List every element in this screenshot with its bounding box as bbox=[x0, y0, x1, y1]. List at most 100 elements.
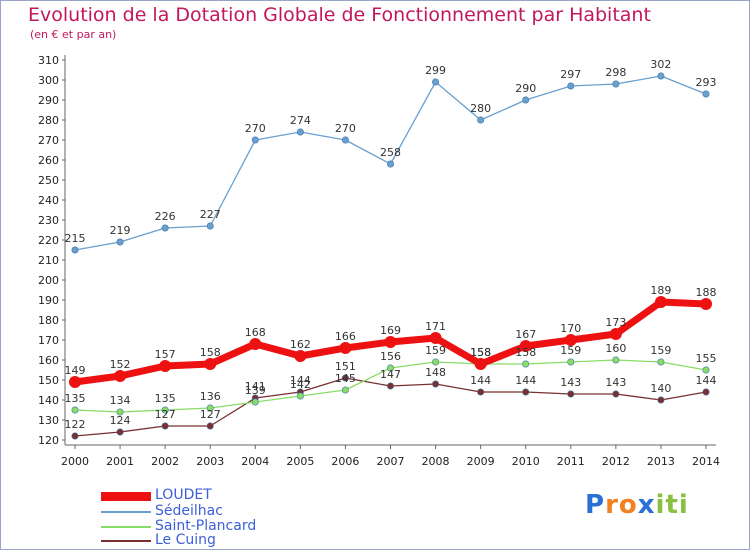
legend-label: Le Cuing bbox=[155, 532, 216, 548]
data-point bbox=[159, 360, 172, 372]
data-label: 173 bbox=[605, 316, 626, 329]
data-label: 144 bbox=[470, 374, 491, 387]
data-point bbox=[296, 128, 304, 136]
y-tick-label: 290 bbox=[38, 94, 59, 107]
logo-letter: o bbox=[618, 490, 638, 520]
data-label: 142 bbox=[290, 378, 311, 391]
data-label: 143 bbox=[605, 376, 626, 389]
data-point bbox=[654, 296, 667, 308]
y-tick-label: 220 bbox=[38, 234, 59, 247]
data-label: 219 bbox=[110, 224, 131, 237]
data-label: 122 bbox=[65, 418, 86, 431]
proxiti-logo: Proxiti bbox=[585, 490, 689, 520]
y-tick-label: 250 bbox=[38, 174, 59, 187]
data-label: 168 bbox=[245, 326, 266, 339]
data-label: 258 bbox=[380, 146, 401, 159]
data-label: 144 bbox=[290, 374, 311, 387]
data-point bbox=[429, 332, 442, 344]
data-point bbox=[161, 406, 169, 414]
legend-label: Sédeilhac bbox=[155, 503, 223, 519]
y-tick-label: 180 bbox=[38, 314, 59, 327]
data-point bbox=[386, 364, 394, 372]
data-point bbox=[116, 408, 124, 416]
data-label: 140 bbox=[650, 382, 671, 395]
logo-letter: t bbox=[665, 490, 679, 520]
data-label: 135 bbox=[65, 392, 86, 405]
x-tick-label: 2001 bbox=[106, 455, 134, 468]
data-label: 226 bbox=[155, 210, 176, 223]
data-point bbox=[114, 370, 127, 382]
logo-letter: P bbox=[585, 490, 606, 520]
x-tick-label: 2006 bbox=[331, 455, 359, 468]
data-point bbox=[251, 136, 259, 144]
chart-subtitle: (en € et par an) bbox=[30, 28, 117, 41]
legend-swatch-loudet bbox=[101, 492, 151, 501]
x-tick-label: 2005 bbox=[286, 455, 314, 468]
data-label: 188 bbox=[696, 286, 717, 299]
data-label: 156 bbox=[380, 350, 401, 363]
data-point bbox=[522, 360, 530, 368]
data-label: 144 bbox=[696, 374, 717, 387]
y-tick-label: 300 bbox=[38, 74, 59, 87]
data-point bbox=[522, 388, 530, 396]
data-label: 290 bbox=[515, 82, 536, 95]
data-label: 135 bbox=[155, 392, 176, 405]
data-label: 297 bbox=[560, 68, 581, 81]
data-label: 136 bbox=[200, 390, 221, 403]
legend-swatch-le-cuing bbox=[101, 540, 151, 542]
data-label: 134 bbox=[110, 394, 131, 407]
data-label: 270 bbox=[335, 122, 356, 135]
data-label: 227 bbox=[200, 208, 221, 221]
data-label: 162 bbox=[290, 338, 311, 351]
data-point bbox=[612, 390, 620, 398]
data-label: 167 bbox=[515, 328, 536, 341]
x-tick-label: 2014 bbox=[692, 455, 720, 468]
data-point bbox=[700, 298, 712, 310]
y-tick-label: 120 bbox=[38, 434, 59, 447]
data-point bbox=[432, 380, 440, 388]
data-label: 274 bbox=[290, 114, 311, 127]
data-label: 152 bbox=[110, 358, 131, 371]
data-point bbox=[116, 238, 124, 246]
y-tick-label: 130 bbox=[38, 414, 59, 427]
data-point bbox=[294, 350, 307, 362]
data-label: 293 bbox=[696, 76, 717, 89]
chart-title: Evolution de la Dotation Globale de Fonc… bbox=[28, 4, 651, 26]
logo-letter: x bbox=[637, 490, 656, 520]
data-point bbox=[657, 358, 665, 366]
data-point bbox=[432, 358, 440, 366]
data-label: 189 bbox=[650, 284, 671, 297]
logo-letter: i bbox=[655, 490, 666, 520]
data-point bbox=[71, 406, 79, 414]
data-point bbox=[69, 376, 81, 388]
data-label: 159 bbox=[425, 344, 446, 357]
data-label: 160 bbox=[605, 342, 626, 355]
y-tick-label: 170 bbox=[38, 334, 59, 347]
data-label: 157 bbox=[155, 348, 176, 361]
data-label: 166 bbox=[335, 330, 356, 343]
data-point bbox=[474, 358, 487, 370]
data-point bbox=[206, 404, 214, 412]
data-point bbox=[432, 78, 440, 86]
data-label: 127 bbox=[200, 408, 221, 421]
data-label: 155 bbox=[696, 352, 717, 365]
data-point bbox=[296, 392, 304, 400]
data-point bbox=[339, 342, 352, 354]
data-point bbox=[702, 90, 710, 98]
y-tick-label: 210 bbox=[38, 254, 59, 267]
data-label: 158 bbox=[470, 346, 491, 359]
data-point bbox=[341, 374, 349, 382]
data-point bbox=[612, 356, 620, 364]
data-point bbox=[161, 224, 169, 232]
data-point bbox=[702, 388, 710, 396]
data-label: 298 bbox=[605, 66, 626, 79]
data-label: 144 bbox=[515, 374, 536, 387]
data-point bbox=[567, 358, 575, 366]
data-label: 141 bbox=[245, 380, 266, 393]
data-point bbox=[477, 116, 485, 124]
y-tick-label: 230 bbox=[38, 214, 59, 227]
data-label: 158 bbox=[470, 346, 491, 359]
data-label: 158 bbox=[515, 346, 536, 359]
x-tick-label: 2013 bbox=[647, 455, 675, 468]
